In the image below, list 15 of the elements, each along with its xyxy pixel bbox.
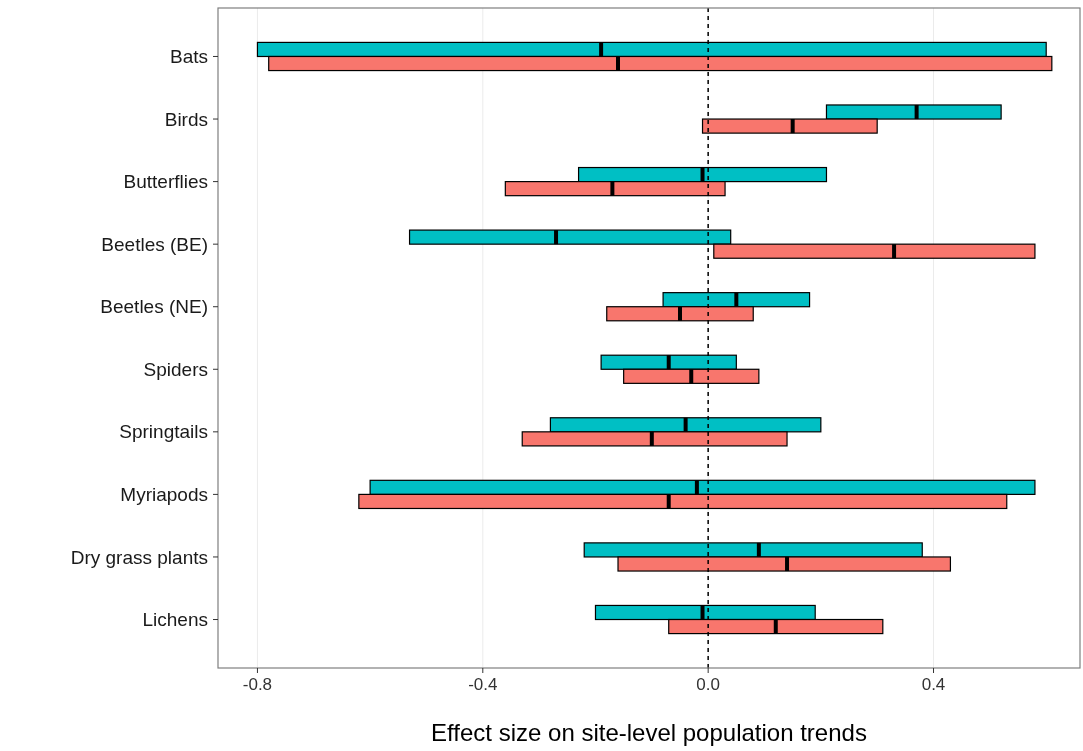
- x-axis-title: Effect size on site-level population trends: [431, 719, 867, 746]
- y-tick-label: Lichens: [142, 609, 208, 631]
- y-tick-label: Beetles (NE): [100, 296, 208, 318]
- x-tick-label: -0.4: [468, 675, 498, 694]
- y-tick-label: Birds: [164, 108, 208, 130]
- x-tick-label: 0.0: [696, 675, 720, 694]
- y-tick-label: Beetles (BE): [101, 233, 208, 255]
- y-tick-label: Dry grass plants: [70, 546, 208, 568]
- x-tick-label: -0.8: [242, 675, 273, 694]
- y-tick-label: Springtails: [119, 421, 208, 443]
- y-tick-label: Myriapods: [120, 484, 208, 506]
- y-tick-label: Spiders: [143, 358, 208, 380]
- x-tick-label: 0.4: [921, 675, 946, 694]
- y-tick-label: Bats: [169, 46, 208, 68]
- y-tick-label: Butterflies: [123, 171, 208, 193]
